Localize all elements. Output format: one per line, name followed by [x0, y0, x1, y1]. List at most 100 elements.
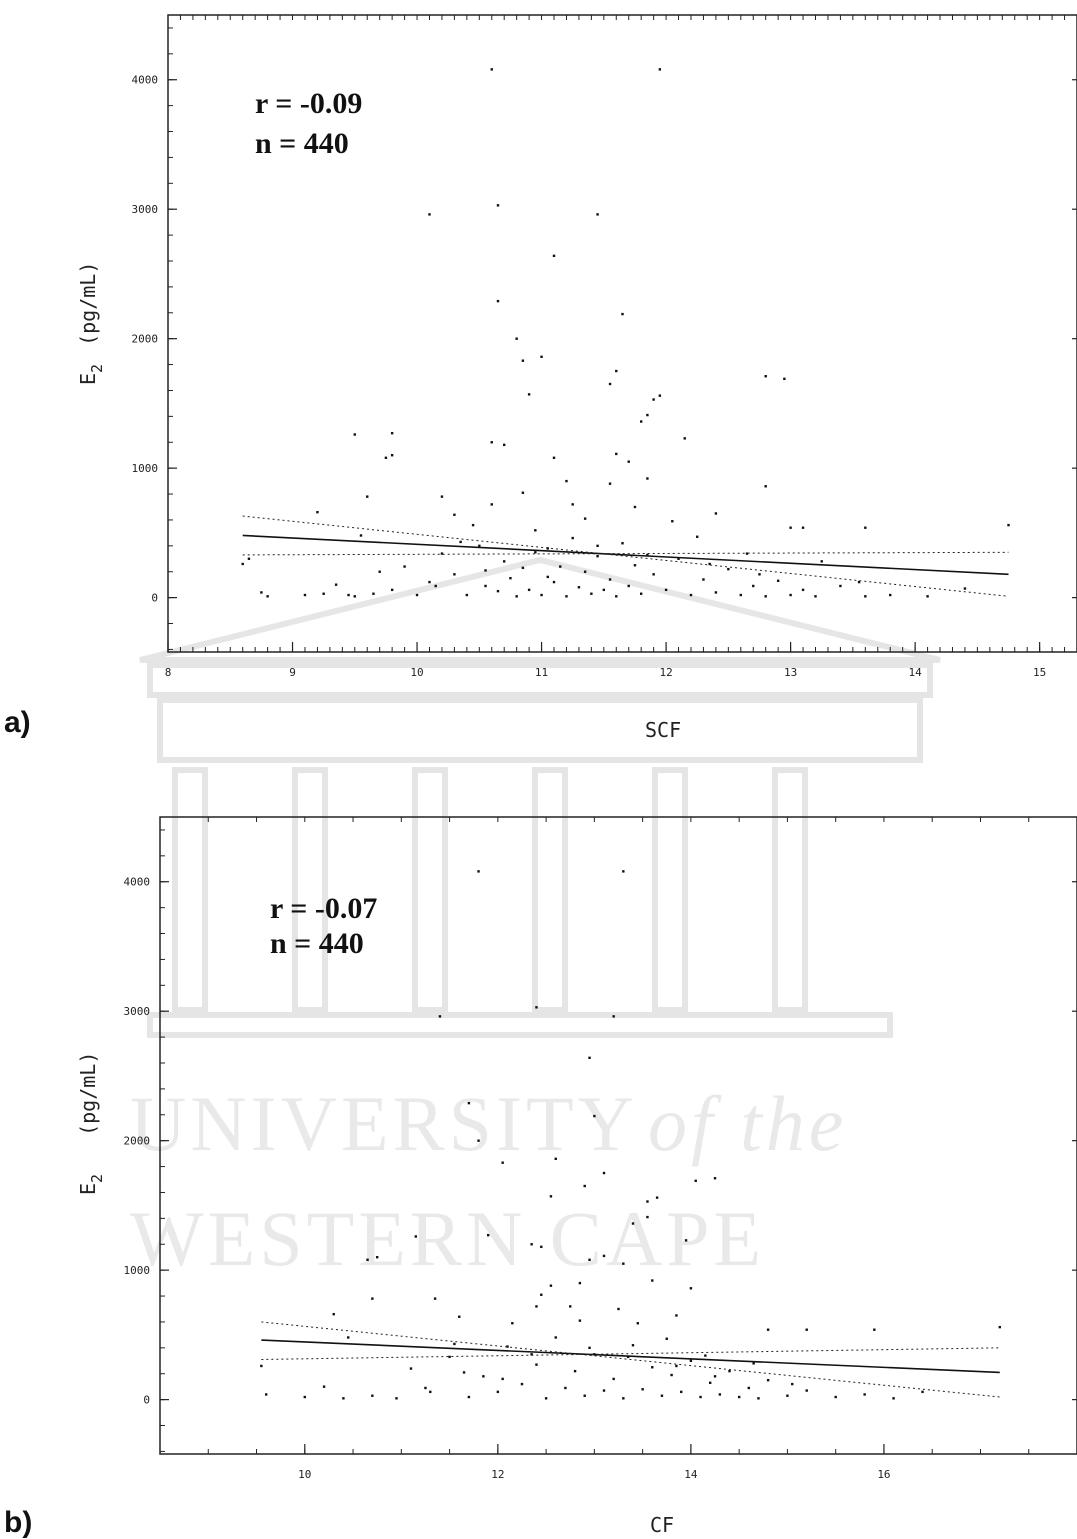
- scatter-point: [428, 580, 431, 584]
- scatter-point: [1007, 523, 1010, 527]
- scatter-point: [713, 1177, 717, 1180]
- scatter-point: [714, 512, 718, 515]
- scatter-point: [559, 565, 562, 568]
- scatter-point: [322, 592, 325, 595]
- scatter-point: [608, 482, 612, 485]
- scatter-point: [714, 591, 718, 594]
- scatter-point: [670, 1373, 673, 1377]
- scatter-point: [478, 544, 481, 548]
- scatter-point: [535, 1305, 538, 1308]
- scatter-point: [552, 580, 556, 584]
- scatter-point: [752, 584, 755, 588]
- scatter-point: [501, 1161, 504, 1164]
- scatter-point: [390, 588, 394, 592]
- plot-frame-b: [159, 816, 1077, 1455]
- scatter-point: [617, 1307, 620, 1311]
- watermark-building-icon: [139, 556, 941, 1038]
- watermark: UNIVERSITY of the WESTERN CAPE: [130, 556, 941, 1282]
- scatter-point: [448, 1355, 451, 1359]
- scatter-point: [544, 1397, 548, 1400]
- scatter-point: [694, 1179, 697, 1183]
- y-tick-label: 0: [151, 592, 158, 605]
- scatter-point: [588, 1258, 591, 1261]
- scatter-point: [438, 1015, 442, 1018]
- watermark-line1: UNIVERSITY of the: [130, 1080, 847, 1167]
- scatter-point: [658, 394, 662, 397]
- scatter-point: [546, 547, 549, 550]
- scatter-point: [684, 1239, 688, 1242]
- scatter-point: [689, 593, 693, 597]
- plot-frame-a: [167, 14, 1077, 653]
- scatter-point: [737, 1395, 741, 1399]
- scatter-point: [776, 579, 780, 582]
- scatter-point: [535, 1006, 538, 1009]
- stat-n-b: n = 440: [270, 927, 364, 960]
- scatter-point: [565, 595, 568, 598]
- x-ticks-a: 8 9 10 11 12 13 14 15: [165, 15, 1077, 679]
- y-axis-title-main-b: E: [76, 1183, 100, 1195]
- scatter-point: [484, 584, 487, 588]
- scatter-point: [509, 577, 512, 580]
- scatter-point: [552, 254, 556, 258]
- scatter-point: [583, 517, 587, 520]
- scatter-point: [578, 1281, 582, 1285]
- scatter-point: [490, 503, 493, 506]
- x-tick-label: 12: [659, 666, 672, 679]
- scatter-point: [371, 1394, 374, 1397]
- scatter-point: [708, 562, 711, 566]
- scatter-point: [521, 359, 525, 362]
- scatter-point: [608, 578, 612, 581]
- x-tick-label: 12: [491, 1468, 504, 1481]
- scatter-point: [646, 477, 649, 480]
- scatter-point: [372, 592, 375, 595]
- x-tick-label: 14: [684, 1468, 698, 1481]
- scatter-point: [612, 1015, 615, 1018]
- scatter-point: [503, 560, 506, 563]
- scatter-point: [506, 1345, 509, 1348]
- scatter-point: [477, 1139, 480, 1142]
- x-tick-label: 8: [165, 666, 172, 679]
- scatter-point: [745, 552, 749, 555]
- scatter-point: [347, 1336, 350, 1339]
- scatter-point: [540, 1245, 543, 1249]
- scatter-point: [490, 68, 493, 71]
- scatter-point: [621, 312, 624, 316]
- regression-fit-line: [242, 534, 1009, 576]
- scatter-point: [260, 1364, 263, 1368]
- y-axis-title-b: E2 (pg/mL): [76, 1052, 106, 1195]
- y-axis-title-sub-b: 2: [88, 1174, 106, 1183]
- y-ticks-a: 0 1000 2000 3000 4000: [132, 27, 1077, 650]
- scatter-point: [596, 554, 599, 558]
- confidence-band-line: [242, 515, 1009, 597]
- scatter-point: [801, 526, 805, 529]
- y-tick-label: 4000: [124, 876, 151, 889]
- scatter-point: [889, 593, 892, 597]
- scatter-point: [266, 595, 269, 598]
- scatter-point: [484, 569, 487, 572]
- scatter-point: [590, 592, 593, 595]
- scatter-point: [621, 542, 624, 545]
- scatter-point: [683, 437, 686, 440]
- scatter-point: [366, 495, 369, 498]
- scatter-point: [440, 495, 444, 498]
- scatter-point: [892, 1397, 895, 1400]
- scatter-point: [467, 1101, 471, 1105]
- x-ticks-b: 10 12 14 16: [159, 817, 1077, 1481]
- scatter-point: [671, 520, 674, 523]
- scatter-point: [602, 1254, 606, 1258]
- scatter-point: [434, 584, 437, 588]
- scatter-point: [677, 557, 680, 560]
- scatter-point: [546, 575, 549, 579]
- scatter-point: [247, 557, 251, 560]
- y-axis-title-main-a: E: [76, 373, 100, 385]
- scatter-point: [602, 1389, 606, 1392]
- y-tick-label: 1000: [124, 1264, 151, 1277]
- scatter-point: [527, 393, 531, 396]
- scatter-point: [477, 870, 480, 873]
- scatter-point: [646, 1215, 649, 1219]
- scatter-point: [429, 1390, 432, 1394]
- scatter-point: [757, 1397, 760, 1400]
- stat-r-b: r = -0.07: [270, 892, 377, 925]
- scatter-point: [921, 1390, 924, 1394]
- y-axis-title-unit-a: (pg/mL): [76, 262, 100, 346]
